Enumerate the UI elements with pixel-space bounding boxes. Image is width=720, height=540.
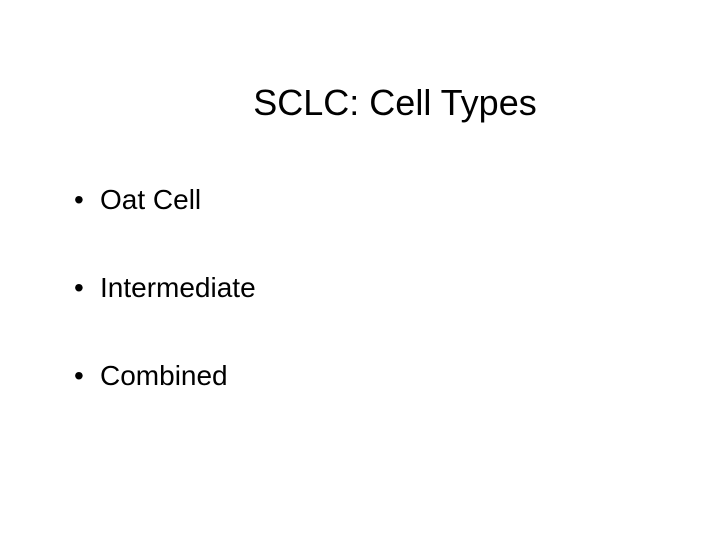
slide-container: SCLC: Cell Types Oat Cell Intermediate C…: [0, 0, 720, 540]
bullet-list: Oat Cell Intermediate Combined: [0, 124, 720, 392]
list-item: Intermediate: [100, 272, 720, 304]
list-item: Oat Cell: [100, 184, 720, 216]
slide-title: SCLC: Cell Types: [0, 0, 720, 124]
list-item: Combined: [100, 360, 720, 392]
